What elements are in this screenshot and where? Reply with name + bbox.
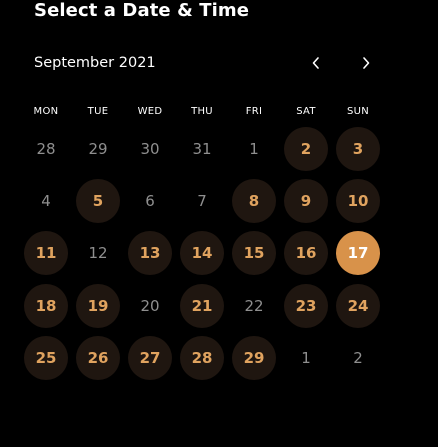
day-cell: 1	[249, 140, 259, 158]
day-cell: 22	[244, 297, 264, 315]
day-cell[interactable]: 29	[232, 336, 276, 380]
day-cell[interactable]: 27	[128, 336, 172, 380]
day-cell[interactable]: 3	[336, 127, 380, 171]
day-cell[interactable]: 14	[180, 231, 224, 275]
day-cell[interactable]: 15	[232, 231, 276, 275]
day-cell[interactable]: 26	[76, 336, 120, 380]
day-cell[interactable]: 11	[24, 231, 68, 275]
day-cell[interactable]: 8	[232, 179, 276, 223]
chevron-left-icon	[311, 55, 321, 74]
day-cell[interactable]: 21	[180, 284, 224, 328]
selected-day-cell[interactable]: 17	[336, 231, 380, 275]
weekday-sun: SUN	[346, 106, 370, 117]
day-cell: 12	[88, 244, 108, 262]
day-cell[interactable]: 28	[180, 336, 224, 380]
chevron-right-icon	[361, 55, 371, 74]
previous-month-button[interactable]	[304, 52, 328, 76]
day-cell[interactable]: 16	[284, 231, 328, 275]
page-title: Select a Date & Time	[34, 0, 250, 21]
day-cell[interactable]: 18	[24, 284, 68, 328]
weekday-sat: SAT	[296, 106, 316, 117]
day-cell: 31	[192, 140, 212, 158]
day-cell[interactable]: 13	[128, 231, 172, 275]
day-cell: 7	[197, 192, 207, 210]
next-month-button[interactable]	[354, 52, 378, 76]
day-cell: 28	[36, 140, 56, 158]
day-cell[interactable]: 25	[24, 336, 68, 380]
day-cell: 1	[301, 349, 311, 367]
day-cell: 30	[140, 140, 160, 158]
day-cell[interactable]: 5	[76, 179, 120, 223]
weekday-fri: FRI	[245, 106, 263, 117]
weekday-mon: MON	[33, 106, 59, 117]
day-cell: 4	[41, 192, 51, 210]
day-cell[interactable]: 23	[284, 284, 328, 328]
weekday-thu: THU	[191, 106, 213, 117]
weekday-wed: WED	[137, 106, 163, 117]
day-cell[interactable]: 2	[284, 127, 328, 171]
weekday-tue: TUE	[87, 106, 109, 117]
day-cell[interactable]: 9	[284, 179, 328, 223]
day-cell: 29	[88, 140, 108, 158]
day-cell: 20	[140, 297, 160, 315]
day-cell[interactable]: 19	[76, 284, 120, 328]
day-cell: 6	[145, 192, 155, 210]
day-cell[interactable]: 10	[336, 179, 380, 223]
month-label: September 2021	[34, 55, 156, 71]
day-cell[interactable]: 24	[336, 284, 380, 328]
day-cell: 2	[353, 349, 363, 367]
